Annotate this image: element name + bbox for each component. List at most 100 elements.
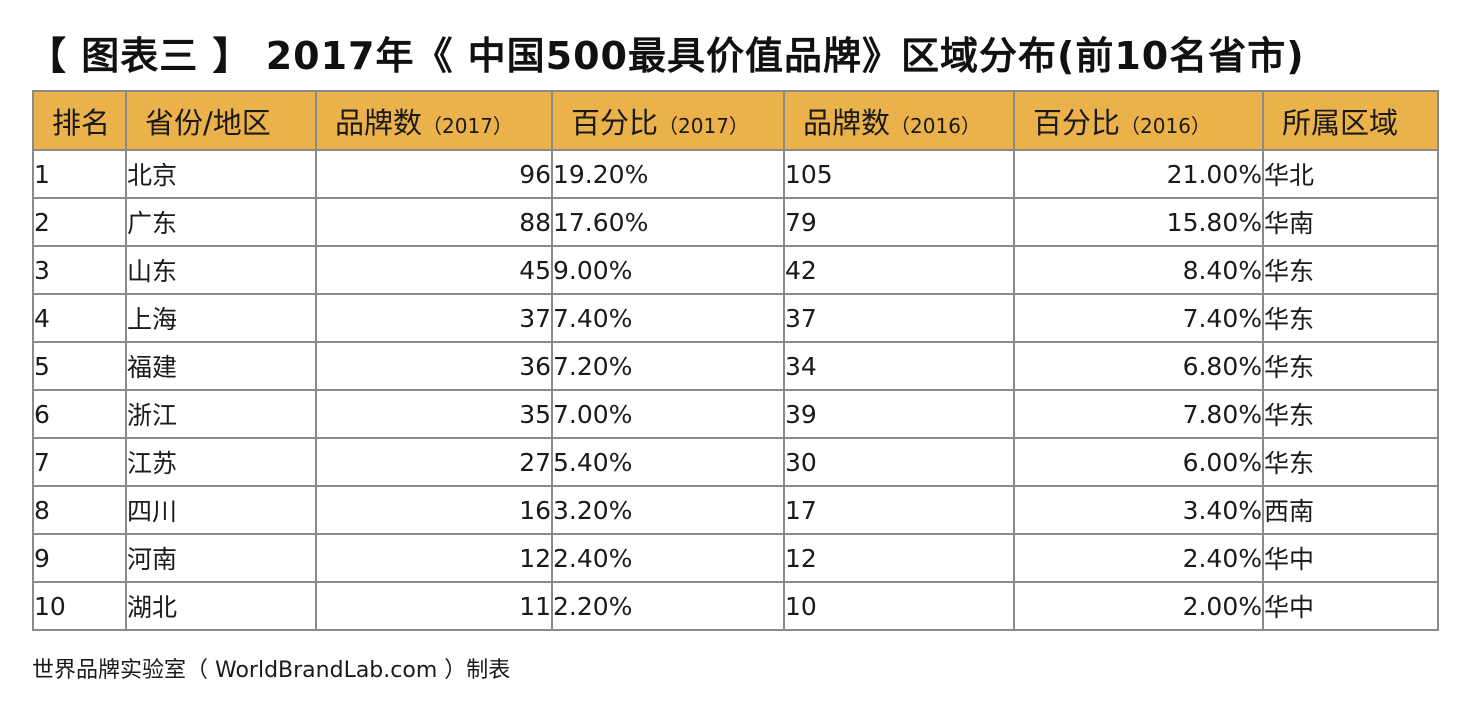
- brands-2016-cell: 105: [783, 149, 1015, 199]
- brands-2017-cell: 88: [315, 197, 553, 247]
- header-percent-2016: 百分比（2016）: [1013, 90, 1264, 151]
- province-cell: 北京: [125, 149, 317, 199]
- brands-2017-cell: 96: [315, 149, 553, 199]
- header-label: 品牌数: [803, 105, 891, 140]
- header-year: （2017）: [422, 113, 513, 138]
- header-year: （2017）: [658, 113, 749, 138]
- brands-2016-cell: 12: [783, 533, 1015, 583]
- rank-cell: 8: [32, 485, 127, 535]
- brands-2016-cell: 79: [783, 197, 1015, 247]
- brands-2016-cell: 10: [783, 581, 1015, 631]
- table-row: 10 湖北 11 2.20% 10 2.00% 华中: [32, 581, 1439, 631]
- percent-2016-cell: 2.00%: [1013, 581, 1264, 631]
- brands-2017-cell: 12: [315, 533, 553, 583]
- region-cell: 华东: [1262, 245, 1439, 295]
- header-label: 品牌数: [335, 105, 423, 140]
- table-row: 9 河南 12 2.40% 12 2.40% 华中: [32, 533, 1439, 583]
- brand-distribution-table: 排名 省份/地区 品牌数（2017） 百分比（2017） 品牌数（2016） 百…: [32, 90, 1439, 631]
- percent-2017-cell: 7.40%: [551, 293, 785, 343]
- header-province: 省份/地区: [125, 90, 317, 151]
- header-label: 百分比: [1033, 105, 1121, 140]
- percent-2017-cell: 3.20%: [551, 485, 785, 535]
- percent-2016-cell: 6.00%: [1013, 437, 1264, 487]
- rank-cell: 1: [32, 149, 127, 199]
- header-label: 百分比: [571, 105, 659, 140]
- region-cell: 华东: [1262, 389, 1439, 439]
- table-row: 7 江苏 27 5.40% 30 6.00% 华东: [32, 437, 1439, 487]
- header-brands-2017: 品牌数（2017）: [315, 90, 553, 151]
- brands-2016-cell: 30: [783, 437, 1015, 487]
- percent-2017-cell: 9.00%: [551, 245, 785, 295]
- brands-2017-cell: 37: [315, 293, 553, 343]
- province-cell: 广东: [125, 197, 317, 247]
- header-year: （2016）: [890, 113, 981, 138]
- rank-cell: 4: [32, 293, 127, 343]
- rank-cell: 6: [32, 389, 127, 439]
- percent-2017-cell: 5.40%: [551, 437, 785, 487]
- table-row: 8 四川 16 3.20% 17 3.40% 西南: [32, 485, 1439, 535]
- percent-2017-cell: 7.20%: [551, 341, 785, 391]
- brands-2016-cell: 37: [783, 293, 1015, 343]
- percent-2016-cell: 2.40%: [1013, 533, 1264, 583]
- table-title: 【 图表三 】 2017年《 中国500最具价值品牌》区域分布(前10名省市): [28, 34, 1305, 78]
- percent-2016-cell: 7.40%: [1013, 293, 1264, 343]
- table-body: 1 北京 96 19.20% 105 21.00% 华北 2 广东 88 17.60% 79 15.80…: [32, 149, 1439, 631]
- brands-2016-cell: 42: [783, 245, 1015, 295]
- brands-2016-cell: 39: [783, 389, 1015, 439]
- percent-2017-cell: 2.40%: [551, 533, 785, 583]
- region-cell: 华东: [1262, 341, 1439, 391]
- table-row: 2 广东 88 17.60% 79 15.80% 华南: [32, 197, 1439, 247]
- table-row: 1 北京 96 19.20% 105 21.00% 华北: [32, 149, 1439, 199]
- percent-2016-cell: 21.00%: [1013, 149, 1264, 199]
- percent-2016-cell: 8.40%: [1013, 245, 1264, 295]
- brands-2017-cell: 36: [315, 341, 553, 391]
- header-label: 省份/地区: [145, 105, 271, 140]
- province-cell: 山东: [125, 245, 317, 295]
- rank-cell: 3: [32, 245, 127, 295]
- province-cell: 四川: [125, 485, 317, 535]
- percent-2017-cell: 19.20%: [551, 149, 785, 199]
- percent-2016-cell: 3.40%: [1013, 485, 1264, 535]
- header-rank: 排名: [32, 90, 127, 151]
- table-row: 3 山东 45 9.00% 42 8.40% 华东: [32, 245, 1439, 295]
- brands-2016-cell: 17: [783, 485, 1015, 535]
- province-cell: 浙江: [125, 389, 317, 439]
- header-label: 所属区域: [1282, 105, 1399, 140]
- percent-2016-cell: 15.80%: [1013, 197, 1264, 247]
- rank-cell: 5: [32, 341, 127, 391]
- province-cell: 河南: [125, 533, 317, 583]
- province-cell: 上海: [125, 293, 317, 343]
- percent-2016-cell: 6.80%: [1013, 341, 1264, 391]
- rank-cell: 7: [32, 437, 127, 487]
- region-cell: 华中: [1262, 533, 1439, 583]
- brands-2017-cell: 27: [315, 437, 553, 487]
- region-cell: 华北: [1262, 149, 1439, 199]
- region-cell: 华中: [1262, 581, 1439, 631]
- rank-cell: 10: [32, 581, 127, 631]
- region-cell: 西南: [1262, 485, 1439, 535]
- table-row: 4 上海 37 7.40% 37 7.40% 华东: [32, 293, 1439, 343]
- region-cell: 华南: [1262, 197, 1439, 247]
- brands-2016-cell: 34: [783, 341, 1015, 391]
- table-row: 6 浙江 35 7.00% 39 7.80% 华东: [32, 389, 1439, 439]
- province-cell: 福建: [125, 341, 317, 391]
- rank-cell: 9: [32, 533, 127, 583]
- header-label: 排名: [52, 105, 111, 140]
- brands-2017-cell: 35: [315, 389, 553, 439]
- header-row: 排名 省份/地区 品牌数（2017） 百分比（2017） 品牌数（2016） 百…: [32, 90, 1439, 151]
- percent-2017-cell: 7.00%: [551, 389, 785, 439]
- table-row: 5 福建 36 7.20% 34 6.80% 华东: [32, 341, 1439, 391]
- header-brands-2016: 品牌数（2016）: [783, 90, 1015, 151]
- header-percent-2017: 百分比（2017）: [551, 90, 785, 151]
- brands-2017-cell: 11: [315, 581, 553, 631]
- province-cell: 湖北: [125, 581, 317, 631]
- rank-cell: 2: [32, 197, 127, 247]
- brands-2017-cell: 16: [315, 485, 553, 535]
- brands-2017-cell: 45: [315, 245, 553, 295]
- region-cell: 华东: [1262, 437, 1439, 487]
- percent-2017-cell: 17.60%: [551, 197, 785, 247]
- percent-2017-cell: 2.20%: [551, 581, 785, 631]
- percent-2016-cell: 7.80%: [1013, 389, 1264, 439]
- header-year: （2016）: [1120, 113, 1211, 138]
